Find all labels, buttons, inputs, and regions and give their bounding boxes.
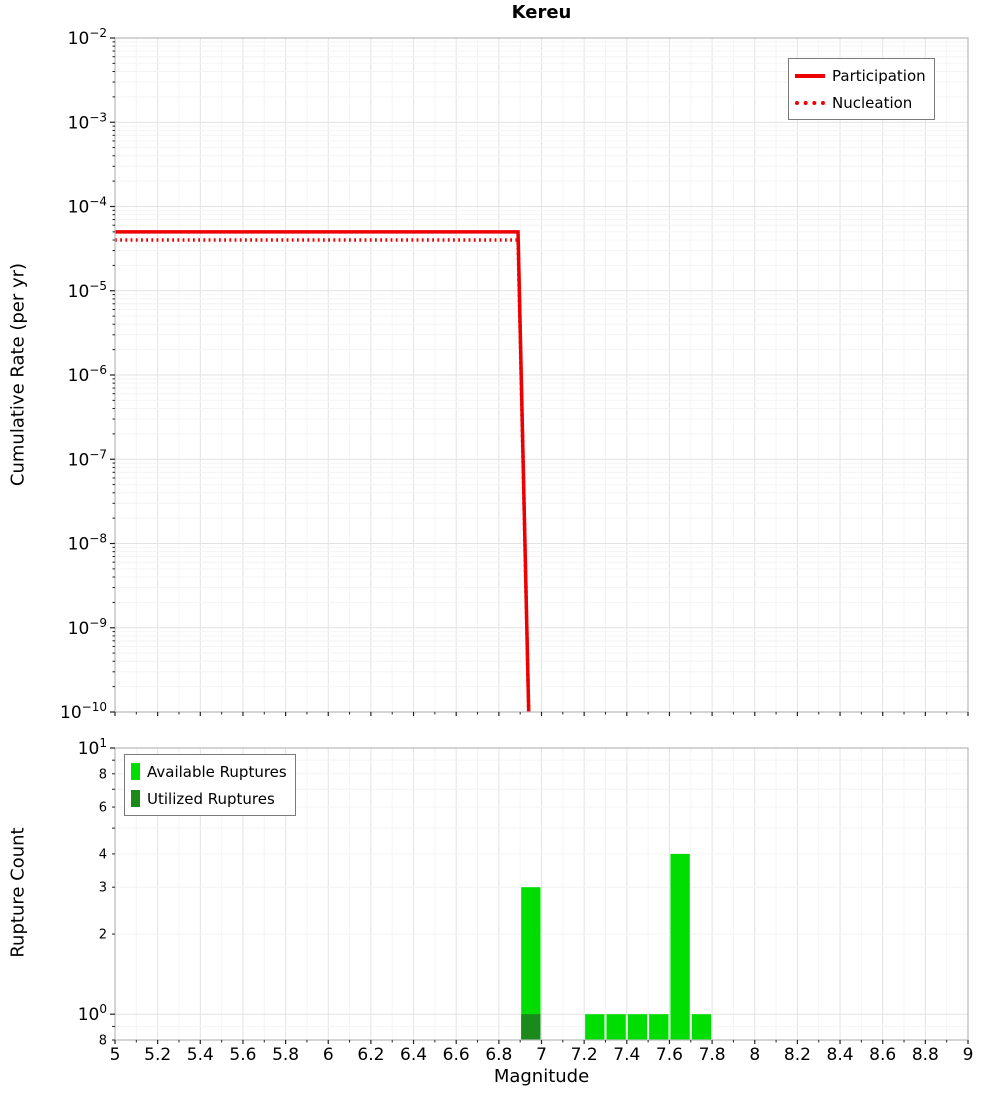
- x-tick-label: 5: [110, 1045, 121, 1065]
- y-tick-label: 10−2: [68, 26, 107, 49]
- y-minor-tick-label: 6: [99, 801, 107, 816]
- x-tick-label: 7.8: [699, 1045, 726, 1065]
- y-minor-tick-label: 2: [99, 928, 107, 943]
- bar: [521, 887, 541, 1040]
- y-tick-label: 100: [78, 1002, 107, 1025]
- x-tick-label: 8.4: [827, 1045, 854, 1065]
- available-ruptures-swatch: [131, 763, 140, 780]
- y-tick-label: 10−4: [68, 195, 107, 218]
- x-tick-label: 9: [963, 1045, 974, 1065]
- y-tick-label: 10−5: [68, 279, 107, 302]
- chart-title: Kereu: [511, 2, 572, 23]
- legend-item-available-ruptures: Available Ruptures: [131, 758, 287, 785]
- x-tick-label: 8: [749, 1045, 760, 1065]
- x-tick-label: 8.2: [784, 1045, 811, 1065]
- x-tick-label: 5.4: [187, 1045, 214, 1065]
- bottom-y-axis-label: Rupture Count: [7, 827, 29, 958]
- x-tick-label: 6.4: [400, 1045, 427, 1065]
- top-y-axis-ticks: 10−2 10−3 10−4 10−5 10−6 10−7 10−8 10−9 10−10: [60, 26, 115, 723]
- bar: [521, 1014, 541, 1040]
- participation-line-swatch: [795, 73, 825, 78]
- y-tick-label: 10−7: [68, 447, 107, 470]
- x-tick-label: 7.2: [571, 1045, 598, 1065]
- bar: [670, 853, 690, 1040]
- y-tick-label: 10−8: [68, 532, 107, 555]
- legend-label: Nucleation: [832, 93, 913, 112]
- y-tick-label: 101: [78, 736, 107, 759]
- bottom-legend: Available Ruptures Utilized Ruptures: [124, 754, 296, 816]
- legend-item-nucleation: Nucleation: [795, 89, 926, 116]
- x-tick-label: 7.6: [656, 1045, 683, 1065]
- x-tick-label: 5.2: [144, 1045, 171, 1065]
- x-tick-label: 8.8: [912, 1045, 939, 1065]
- x-tick-label: 6.2: [357, 1045, 384, 1065]
- x-tick-label: 6.6: [443, 1045, 470, 1065]
- bar: [606, 1014, 626, 1040]
- top-y-axis-label: Cumulative Rate (per yr): [7, 262, 29, 487]
- y-tick-label: 10−10: [60, 700, 107, 723]
- bar: [649, 1014, 669, 1040]
- y-tick-label: 10−3: [68, 110, 107, 133]
- rupture-count-bars: [521, 853, 712, 1040]
- legend-label: Available Ruptures: [147, 762, 287, 781]
- x-tick-label: 5.6: [229, 1045, 256, 1065]
- rate-lines: [115, 230, 531, 713]
- series-participation: [115, 230, 531, 713]
- x-tick-label: 6: [323, 1045, 334, 1065]
- series-nucleation: [115, 238, 531, 713]
- legend-item-utilized-ruptures: Utilized Ruptures: [131, 785, 287, 812]
- legend-item-participation: Participation: [795, 62, 926, 89]
- y-minor-tick-label: 4: [99, 847, 107, 862]
- y-minor-tick-label: 3: [99, 881, 107, 896]
- y-minor-tick-label: 8: [99, 767, 107, 782]
- x-tick-label: 5.8: [272, 1045, 299, 1065]
- top-legend: Participation Nucleation: [788, 58, 935, 120]
- y-minor-tick-label: 8: [99, 1034, 107, 1049]
- x-tick-label: 7.4: [613, 1045, 640, 1065]
- bar: [627, 1014, 648, 1040]
- x-axis-ticks: 5 5.2 5.4 5.6 5.8 6 6.2 6.4 6.6 6.8 7 7.2 7.4 7.6 7.8 8…: [110, 712, 974, 1065]
- x-tick-label: 8.6: [869, 1045, 896, 1065]
- y-tick-label: 10−6: [68, 363, 107, 386]
- bar: [691, 1014, 712, 1040]
- y-tick-label: 10−9: [68, 616, 107, 639]
- legend-label: Utilized Ruptures: [147, 789, 275, 808]
- utilized-ruptures-swatch: [131, 790, 140, 807]
- legend-label: Participation: [832, 66, 926, 85]
- x-tick-label: 7: [536, 1045, 547, 1065]
- bottom-y-axis-ticks: 101 8 6 4 3 2 100 8: [78, 736, 115, 1049]
- nucleation-line-swatch: [795, 100, 825, 105]
- x-axis-label: Magnitude: [493, 1066, 590, 1087]
- x-tick-label: 6.8: [485, 1045, 512, 1065]
- bar: [585, 1014, 605, 1040]
